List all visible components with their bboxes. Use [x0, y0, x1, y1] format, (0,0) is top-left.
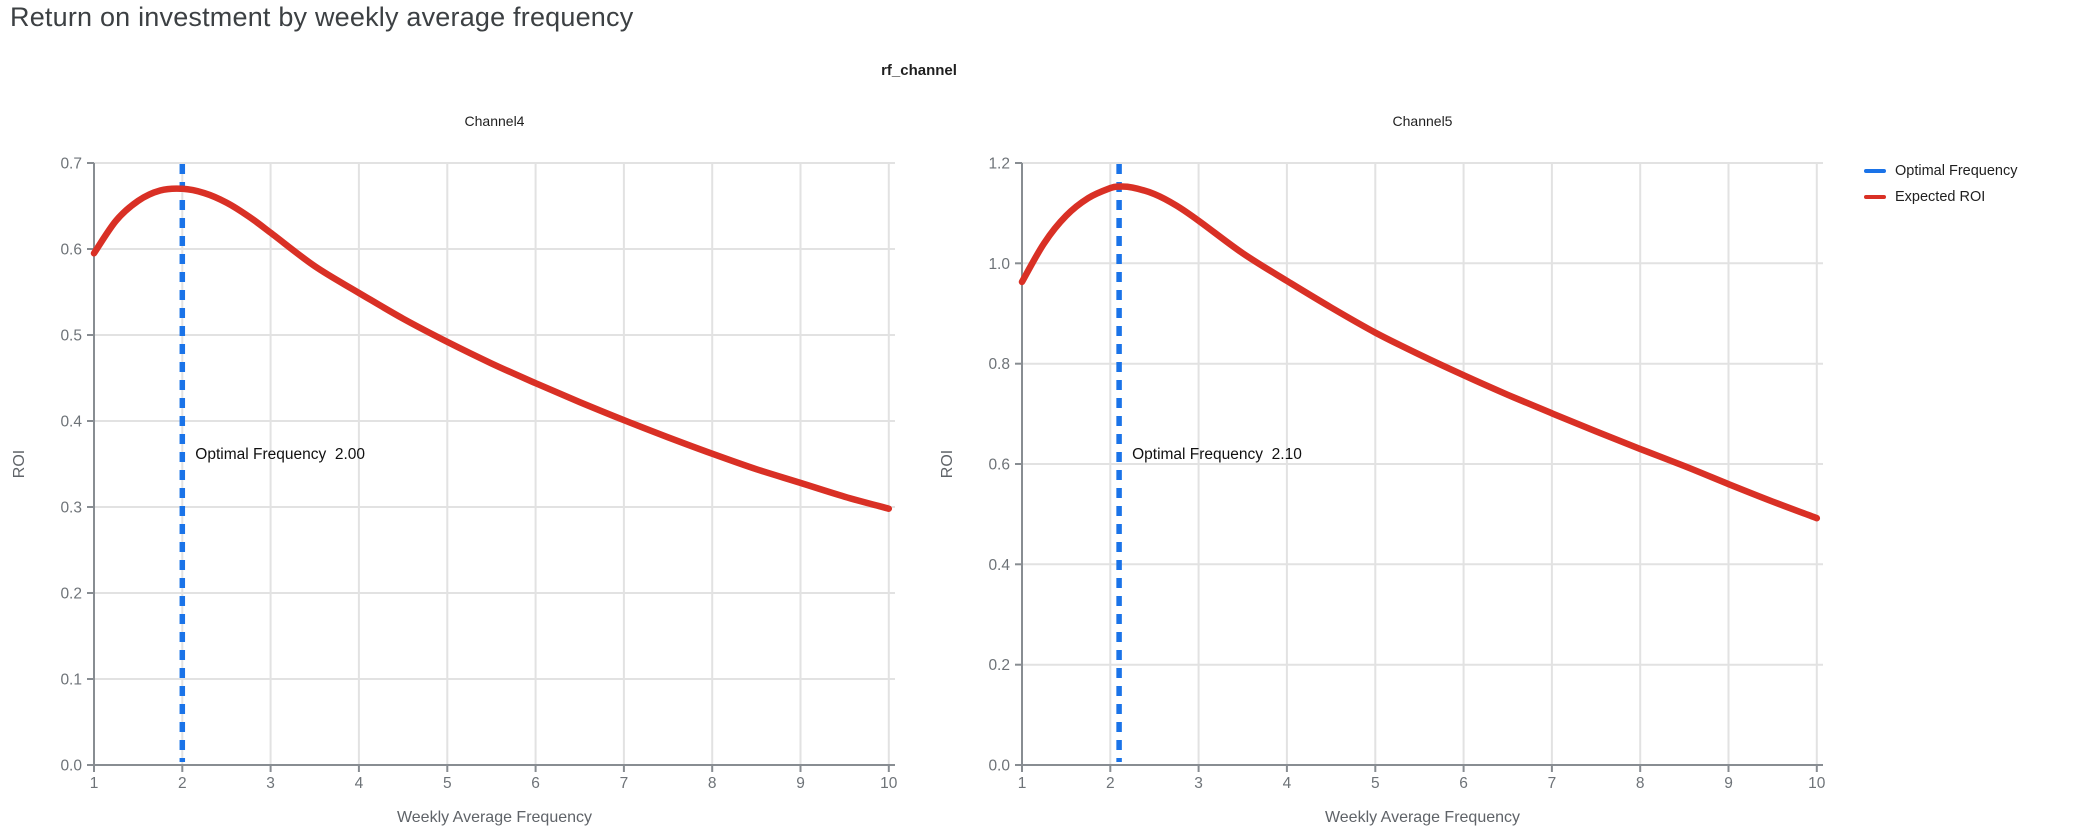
- y-tick-label: 0.0: [988, 758, 1010, 775]
- x-axis-title: Weekly Average Frequency: [1325, 809, 1520, 826]
- x-tick-label: 10: [880, 775, 898, 792]
- y-tick-label: 0.3: [60, 500, 82, 517]
- y-tick-label: 0.5: [60, 328, 82, 345]
- chart-title: Channel4: [465, 113, 525, 129]
- y-tick-label: 0.4: [988, 557, 1010, 574]
- x-tick-label: 6: [1459, 775, 1468, 792]
- gridlines: [1022, 162, 1823, 765]
- y-tick-label: 0.2: [60, 586, 82, 603]
- y-axis-title: ROI: [939, 450, 956, 478]
- x-tick-label: 1: [90, 775, 99, 792]
- legend-label: Expected ROI: [1895, 188, 1986, 205]
- chart-channel5: 1 2 3 4 5 6 7 8 9 10 0.0 0.2 0.4 0.6 0.8 1.0 1.2 Weekly A…: [939, 113, 1826, 826]
- chart-channel4: 1 2 3 4 5 6 7 8 9 10 0.0 0.1 0.2 0.3 0.4 0.5 0.6 0.7 Weekl…: [11, 113, 898, 826]
- y-tick-label: 0.6: [988, 457, 1010, 474]
- axes: [87, 162, 895, 772]
- legend: Optimal Frequency Expected ROI: [1864, 161, 2018, 206]
- y-tick-label: 0.2: [988, 657, 1010, 674]
- facet-group-title: rf_channel: [881, 62, 957, 79]
- y-axis-title: ROI: [11, 450, 28, 478]
- y-tick-label: 0.6: [60, 242, 82, 259]
- y-tick-label: 0.8: [988, 356, 1010, 373]
- y-tick-label: 0.0: [60, 758, 82, 775]
- x-tick-label: 3: [1194, 775, 1203, 792]
- optimal-frequency-annotation: Optimal Frequency 2.00: [195, 446, 365, 463]
- legend-item: Optimal Frequency: [1864, 161, 2018, 180]
- x-tick-label: 7: [620, 775, 629, 792]
- x-tick-label: 5: [443, 775, 452, 792]
- y-tick-label: 0.4: [60, 414, 82, 431]
- expected-roi-curve: [90, 185, 893, 512]
- optimal-frequency-annotation: Optimal Frequency 2.10: [1132, 446, 1302, 463]
- x-tick-label: 8: [708, 775, 717, 792]
- x-tick-label: 2: [1106, 775, 1115, 792]
- x-tick-label: 5: [1371, 775, 1380, 792]
- y-tick-label: 0.7: [60, 156, 82, 173]
- x-axis-title: Weekly Average Frequency: [397, 809, 592, 826]
- x-tick-label: 6: [531, 775, 540, 792]
- x-tick-label: 8: [1636, 775, 1645, 792]
- gridlines: [94, 162, 895, 765]
- x-tick-label: 10: [1808, 775, 1826, 792]
- y-tick-label: 1.2: [988, 156, 1010, 173]
- x-tick-label: 4: [355, 775, 364, 792]
- legend-item: Expected ROI: [1864, 187, 2018, 206]
- x-tick-label: 9: [796, 775, 805, 792]
- x-tick-label: 7: [1548, 775, 1557, 792]
- x-tick-label: 2: [178, 775, 187, 792]
- x-tick-label: 4: [1283, 775, 1292, 792]
- legend-swatch-icon: [1864, 194, 1886, 199]
- chart-title: Channel5: [1393, 113, 1453, 129]
- x-tick-label: 3: [266, 775, 275, 792]
- legend-label: Optimal Frequency: [1895, 162, 2018, 179]
- x-tick-label: 1: [1018, 775, 1027, 792]
- x-tick-label: 9: [1724, 775, 1733, 792]
- expected-roi-curve: [1018, 183, 1821, 522]
- y-tick-label: 1.0: [988, 256, 1010, 273]
- legend-swatch-icon: [1864, 168, 1886, 173]
- axes: [1015, 162, 1823, 772]
- y-tick-label: 0.1: [60, 672, 82, 689]
- page-title: Return on investment by weekly average f…: [10, 2, 634, 32]
